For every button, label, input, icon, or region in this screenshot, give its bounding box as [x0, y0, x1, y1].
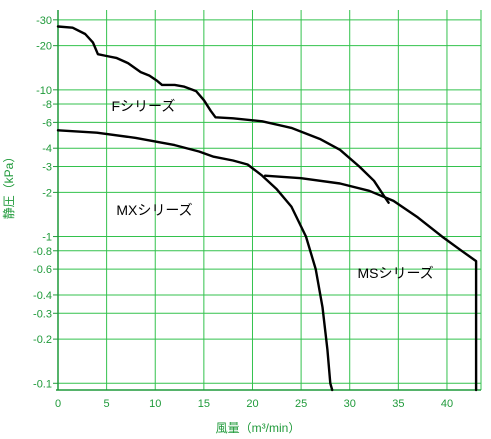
- x-tick-label: 5: [104, 398, 110, 410]
- y-tick-label: -8: [42, 99, 52, 111]
- chart-gridlines: [58, 10, 482, 390]
- y-tick-label: -20: [36, 41, 52, 53]
- y-tick-label: -0.4: [33, 290, 52, 302]
- series-label-2: MXシリーズ: [116, 202, 192, 218]
- y-tick-label: -0.2: [33, 334, 52, 346]
- chart-series-lines: [56, 25, 478, 392]
- y-tick-label: -0.3: [33, 308, 52, 320]
- series-line-1: [56, 25, 390, 204]
- y-tick-label: -0.8: [33, 246, 52, 258]
- x-tick-label: 15: [198, 398, 210, 410]
- y-tick-label: -4: [42, 143, 52, 155]
- x-tick-label: 30: [344, 398, 356, 410]
- x-tick-label: 10: [149, 398, 161, 410]
- y-tick-label: -0.1: [33, 378, 52, 390]
- series-label-1: Fシリーズ: [111, 98, 175, 114]
- y-tick-label: -6: [42, 117, 52, 129]
- x-tick-label: 35: [392, 398, 404, 410]
- y-tick-label: -1: [42, 232, 52, 244]
- series-line-3: [263, 174, 478, 392]
- chart-axes: [53, 10, 481, 391]
- y-tick-label: -3: [42, 162, 52, 174]
- chart-tick-labels: 0 5 10 15 20 25 30 35 40 -30 -20 -10 -8 -6 -4 -3 -2 -1 -0.…: [33, 15, 453, 410]
- chart-series-labels: Fシリーズ MXシリーズ MSシリーズ: [111, 98, 433, 281]
- y-tick-label: -30: [36, 15, 52, 27]
- x-tick-label: 0: [55, 398, 61, 410]
- y-axis-title: 静圧（kPa）: [2, 151, 16, 220]
- series-label-3: MSシリーズ: [358, 265, 434, 281]
- x-axis-title: 風量（m³/min）: [216, 421, 301, 435]
- series-line-2: [56, 129, 334, 392]
- y-tick-label: -10: [36, 85, 52, 97]
- y-tick-label: -2: [42, 187, 52, 199]
- x-tick-label: 25: [295, 398, 307, 410]
- x-tick-label: 20: [246, 398, 258, 410]
- x-tick-label: 40: [441, 398, 453, 410]
- y-tick-label: -0.6: [33, 264, 52, 276]
